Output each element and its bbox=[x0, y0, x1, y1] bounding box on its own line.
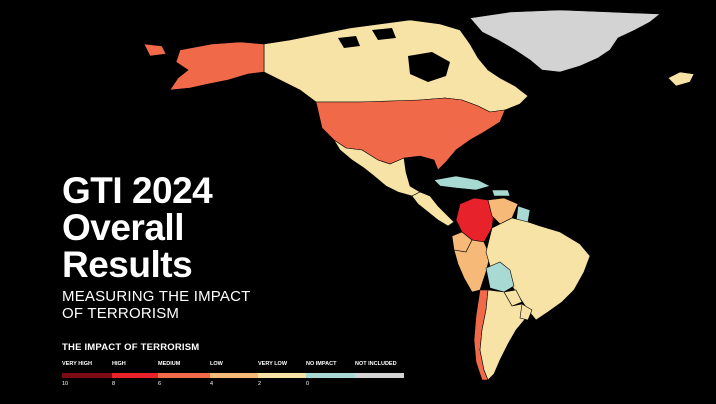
legend-label-very-low: VERY LOW bbox=[258, 361, 288, 367]
arctic-water-2 bbox=[372, 28, 396, 40]
legend-swatch-medium bbox=[158, 373, 210, 378]
legend-tick-10: 10 bbox=[62, 381, 69, 387]
subtitle-line-2: OF TERRORISM bbox=[62, 305, 180, 322]
map-region-alaska-tip bbox=[143, 43, 167, 57]
hudson-bay bbox=[408, 52, 450, 82]
legend-tick-2: 2 bbox=[258, 381, 262, 387]
map-region-caribbean-2 bbox=[491, 189, 511, 197]
legend-swatch-high bbox=[112, 373, 158, 378]
map-region-caribbean bbox=[433, 175, 491, 191]
legend-tick-8: 8 bbox=[112, 381, 116, 387]
map-region-argentina bbox=[479, 289, 527, 381]
legend-label-medium: MEDIUM bbox=[158, 361, 181, 367]
map-region-alaska bbox=[169, 41, 265, 91]
legend-title: THE IMPACT OF TERRORISM bbox=[62, 342, 200, 353]
legend-tick-0: 0 bbox=[306, 381, 310, 387]
title-line-1: GTI 2024 bbox=[62, 170, 213, 211]
map-region-bolivia bbox=[485, 261, 515, 293]
title-line-2: Overall bbox=[62, 207, 184, 248]
legend-tick-6: 6 bbox=[158, 381, 162, 387]
map-region-uruguay bbox=[519, 303, 533, 321]
legend-color-bar bbox=[62, 373, 404, 378]
legend-swatch-no-impact bbox=[306, 373, 355, 378]
legend-swatch-low bbox=[210, 373, 258, 378]
map-region-greenland bbox=[469, 9, 661, 73]
map-region-usa bbox=[315, 97, 506, 171]
map-region-central-america bbox=[411, 191, 455, 227]
legend-label-high: HIGH bbox=[112, 361, 126, 367]
map-region-peru bbox=[453, 239, 491, 293]
title-line-3: Results bbox=[62, 244, 193, 285]
map-region-iceland bbox=[667, 71, 695, 87]
legend-swatch-not-included bbox=[355, 373, 404, 378]
legend-swatch-very-low bbox=[258, 373, 306, 378]
legend-swatch-very-high bbox=[62, 373, 112, 378]
legend-label-no-impact: NO IMPACT bbox=[306, 361, 337, 367]
map-region-colombia bbox=[455, 197, 495, 243]
subtitle-line-1: MEASURING THE IMPACT bbox=[62, 288, 251, 305]
legend-label-low: LOW bbox=[210, 361, 223, 367]
legend-tick-4: 4 bbox=[210, 381, 214, 387]
arctic-water-1 bbox=[338, 36, 360, 48]
legend-label-very-high: VERY HIGH bbox=[62, 361, 92, 367]
legend-label-not-included: NOT INCLUDED bbox=[355, 361, 397, 367]
